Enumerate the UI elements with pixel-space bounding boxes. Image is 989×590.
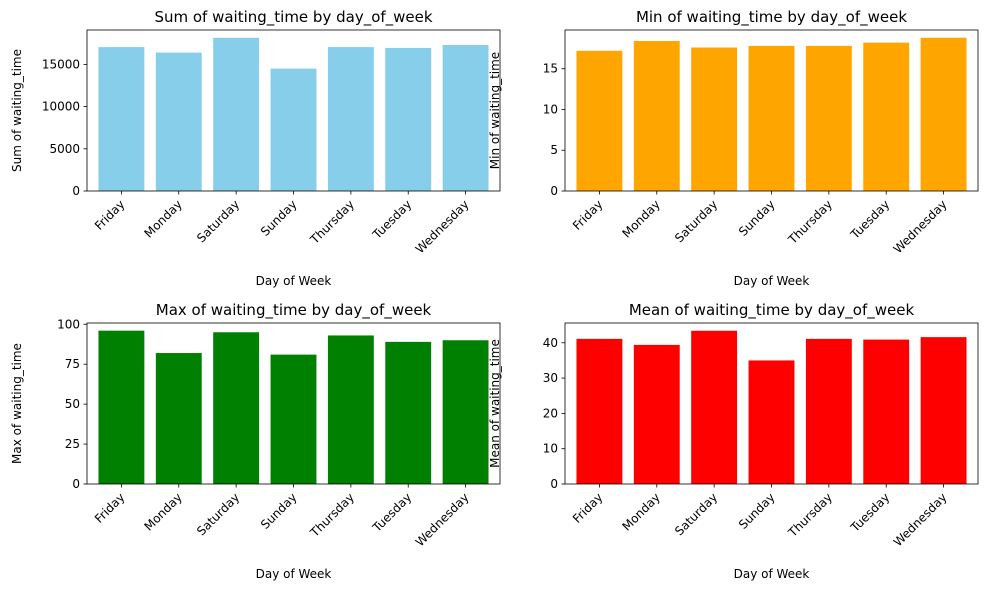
mean-chart: 0 10 20 30 40 Friday Monday Saturday Sunday Thurs… [488, 301, 979, 581]
max-chart-title: Max of waiting_time by day_of_week [156, 301, 432, 320]
min-bar-tuesday [863, 42, 910, 191]
mean-ytick-label: 30 [543, 371, 558, 385]
mean-bar-sunday [748, 360, 795, 484]
max-chart: 0 25 50 75 100 Friday Monday Saturday Sunday Thur… [10, 301, 501, 581]
max-bar-saturday [213, 332, 260, 484]
max-xtick-label: Wednesday [413, 490, 472, 549]
min-ytick-label: 5 [550, 143, 558, 157]
sum-bar-tuesday [385, 47, 432, 191]
min-bar-thursday [805, 45, 852, 192]
mean-bar-wednesday [920, 337, 967, 484]
min-xtick-label: Sunday [736, 197, 778, 239]
max-bar-monday [155, 353, 202, 484]
min-xtick-label: Thursday [785, 197, 835, 247]
mean-ytick-label: 10 [543, 442, 558, 456]
max-xtick-label: Thursday [307, 490, 357, 540]
sum-xtick-label: Saturday [194, 197, 242, 245]
max-xtick-label: Monday [142, 490, 185, 533]
max-xtick-label: Tuesday [369, 490, 414, 535]
max-ytick-label: 100 [57, 317, 80, 331]
sum-xtick-label: Sunday [258, 197, 300, 239]
max-bar-sunday [270, 354, 317, 485]
mean-xtick-label: Friday [570, 490, 606, 526]
max-ytick-label: 50 [65, 397, 80, 411]
mean-xtick-label: Saturday [672, 490, 720, 538]
min-bar-friday [576, 50, 623, 191]
mean-xtick-label: Sunday [736, 490, 778, 532]
max-bar-thursday [327, 335, 374, 484]
max-bar-friday [98, 330, 145, 484]
max-xtick-label: Sunday [258, 490, 300, 532]
sum-xtick-label: Thursday [307, 197, 357, 247]
max-ytick-label: 25 [65, 437, 80, 451]
sum-ytick-label: 10000 [42, 100, 80, 114]
min-xtick-label: Saturday [672, 197, 720, 245]
sum-y-axis-label: Sum of waiting_time [10, 49, 24, 172]
sum-chart: 0 5000 10000 15000 Friday Monday Saturday Sunda… [10, 8, 501, 288]
min-x-axis-label: Day of Week [734, 274, 810, 288]
mean-bar-saturday [691, 330, 738, 484]
min-ytick-label: 0 [550, 184, 558, 198]
sum-ytick-label: 0 [72, 184, 80, 198]
mean-x-axis-label: Day of Week [734, 567, 810, 581]
mean-y-axis-label: Mean of waiting_time [488, 339, 502, 468]
sum-xtick-label: Tuesday [369, 197, 414, 242]
mean-xtick-label: Monday [620, 490, 663, 533]
mean-xtick-label: Thursday [785, 490, 835, 540]
mean-xtick-label: Tuesday [847, 490, 892, 535]
mean-bar-friday [576, 338, 623, 484]
min-bar-wednesday [920, 37, 967, 191]
mean-bar-monday [633, 344, 680, 484]
max-bar-wednesday [442, 340, 489, 484]
mean-bar-tuesday [863, 339, 910, 484]
min-xtick-label: Tuesday [847, 197, 892, 242]
min-xtick-label: Friday [570, 197, 606, 233]
mean-xtick-label: Wednesday [891, 490, 950, 549]
mean-chart-title: Mean of waiting_time by day_of_week [629, 301, 915, 320]
sum-xtick-label: Wednesday [413, 197, 472, 256]
min-ytick-label: 15 [543, 62, 558, 76]
min-xtick-label: Wednesday [891, 197, 950, 256]
min-xtick-label: Monday [620, 197, 663, 240]
sum-xtick-label: Monday [142, 197, 185, 240]
max-xtick-label: Friday [92, 490, 128, 526]
sum-bar-thursday [327, 47, 374, 192]
mean-bar-thursday [805, 338, 852, 484]
sum-bar-sunday [270, 68, 317, 191]
sum-x-axis-label: Day of Week [256, 274, 332, 288]
sum-bar-wednesday [442, 44, 489, 192]
sum-ytick-label: 15000 [42, 57, 80, 71]
max-xtick-label: Saturday [194, 490, 242, 538]
max-ytick-label: 75 [65, 357, 80, 371]
sum-bar-monday [155, 52, 202, 191]
max-x-axis-label: Day of Week [256, 567, 332, 581]
sum-bar-saturday [213, 37, 260, 192]
max-bar-tuesday [385, 341, 432, 484]
min-bar-saturday [691, 47, 738, 191]
min-chart: 0 5 10 15 Friday Monday Saturday Sunday Thursday… [488, 8, 979, 288]
min-ytick-label: 10 [543, 102, 558, 116]
sum-bar-friday [98, 47, 145, 192]
mean-ytick-label: 20 [543, 406, 558, 420]
min-chart-title: Min of waiting_time by day_of_week [636, 8, 907, 27]
min-bar-sunday [748, 45, 795, 192]
max-y-axis-label: Max of waiting_time [10, 343, 24, 464]
min-bar-monday [633, 41, 680, 192]
sum-ytick-label: 5000 [49, 142, 80, 156]
sum-xtick-label: Friday [92, 197, 128, 233]
sum-chart-title: Sum of waiting_time by day_of_week [154, 8, 432, 27]
mean-ytick-label: 40 [543, 336, 558, 350]
min-y-axis-label: Min of waiting_time [488, 52, 502, 169]
mean-ytick-label: 0 [550, 477, 558, 491]
max-ytick-label: 0 [72, 477, 80, 491]
